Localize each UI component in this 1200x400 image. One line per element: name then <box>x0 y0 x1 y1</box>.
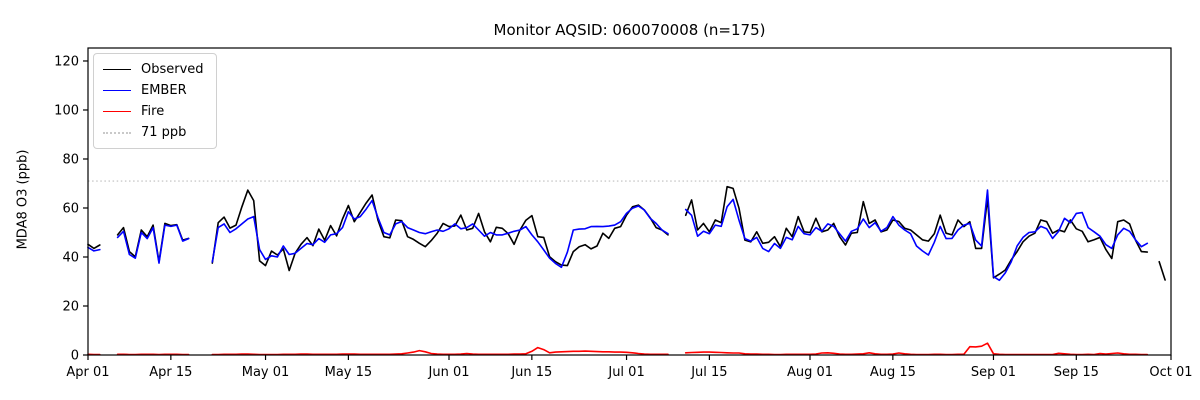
x-tick-label: Apr 15 <box>149 365 192 380</box>
x-tick-label: Sep 01 <box>971 365 1016 380</box>
x-tick-label: Aug 01 <box>787 365 833 380</box>
series-line-observed <box>87 185 1166 281</box>
legend-item-ember: EMBER <box>103 80 204 101</box>
chart-title: Monitor AQSID: 060070008 (n=175) <box>493 21 766 39</box>
plot-border <box>87 47 1172 356</box>
x-tick-label: Apr 01 <box>66 365 109 380</box>
series-line-ember <box>87 189 1149 282</box>
legend-fire-line-icon <box>103 111 131 112</box>
x-tick-label: Jul 01 <box>607 365 644 380</box>
x-tick-label: Sep 15 <box>1054 365 1099 380</box>
x-tick-label: May 15 <box>325 365 373 380</box>
legend: Observed EMBER Fire 71 ppb <box>93 53 217 149</box>
legend-threshold-label: 71 ppb <box>141 125 187 140</box>
x-tick-label: Oct 01 <box>1149 365 1192 380</box>
legend-item-fire: Fire <box>103 101 204 122</box>
legend-fire-label: Fire <box>141 104 165 119</box>
legend-observed-line-icon <box>103 69 131 70</box>
y-tick-label: 0 <box>71 349 79 364</box>
x-tick-label: Jul 15 <box>690 365 727 380</box>
legend-observed-label: Observed <box>141 62 204 77</box>
y-tick-label: 120 <box>54 54 79 69</box>
x-tick-label: Jun 15 <box>510 365 552 380</box>
x-tick-label: May 01 <box>242 365 290 380</box>
y-tick-label: 100 <box>54 103 79 118</box>
x-tick-label: Jun 01 <box>428 365 470 380</box>
legend-ember-line-icon <box>103 90 131 91</box>
y-tick-label: 80 <box>62 152 79 167</box>
legend-ember-label: EMBER <box>141 83 187 98</box>
legend-item-threshold: 71 ppb <box>103 122 204 143</box>
y-tick-label: 20 <box>62 299 79 314</box>
legend-threshold-line-icon <box>103 131 131 134</box>
series-line-fire <box>87 342 1149 356</box>
x-tick-label: Aug 15 <box>870 365 916 380</box>
legend-item-observed: Observed <box>103 59 204 80</box>
y-tick-label: 60 <box>62 201 79 216</box>
y-tick-label: 40 <box>62 250 79 265</box>
